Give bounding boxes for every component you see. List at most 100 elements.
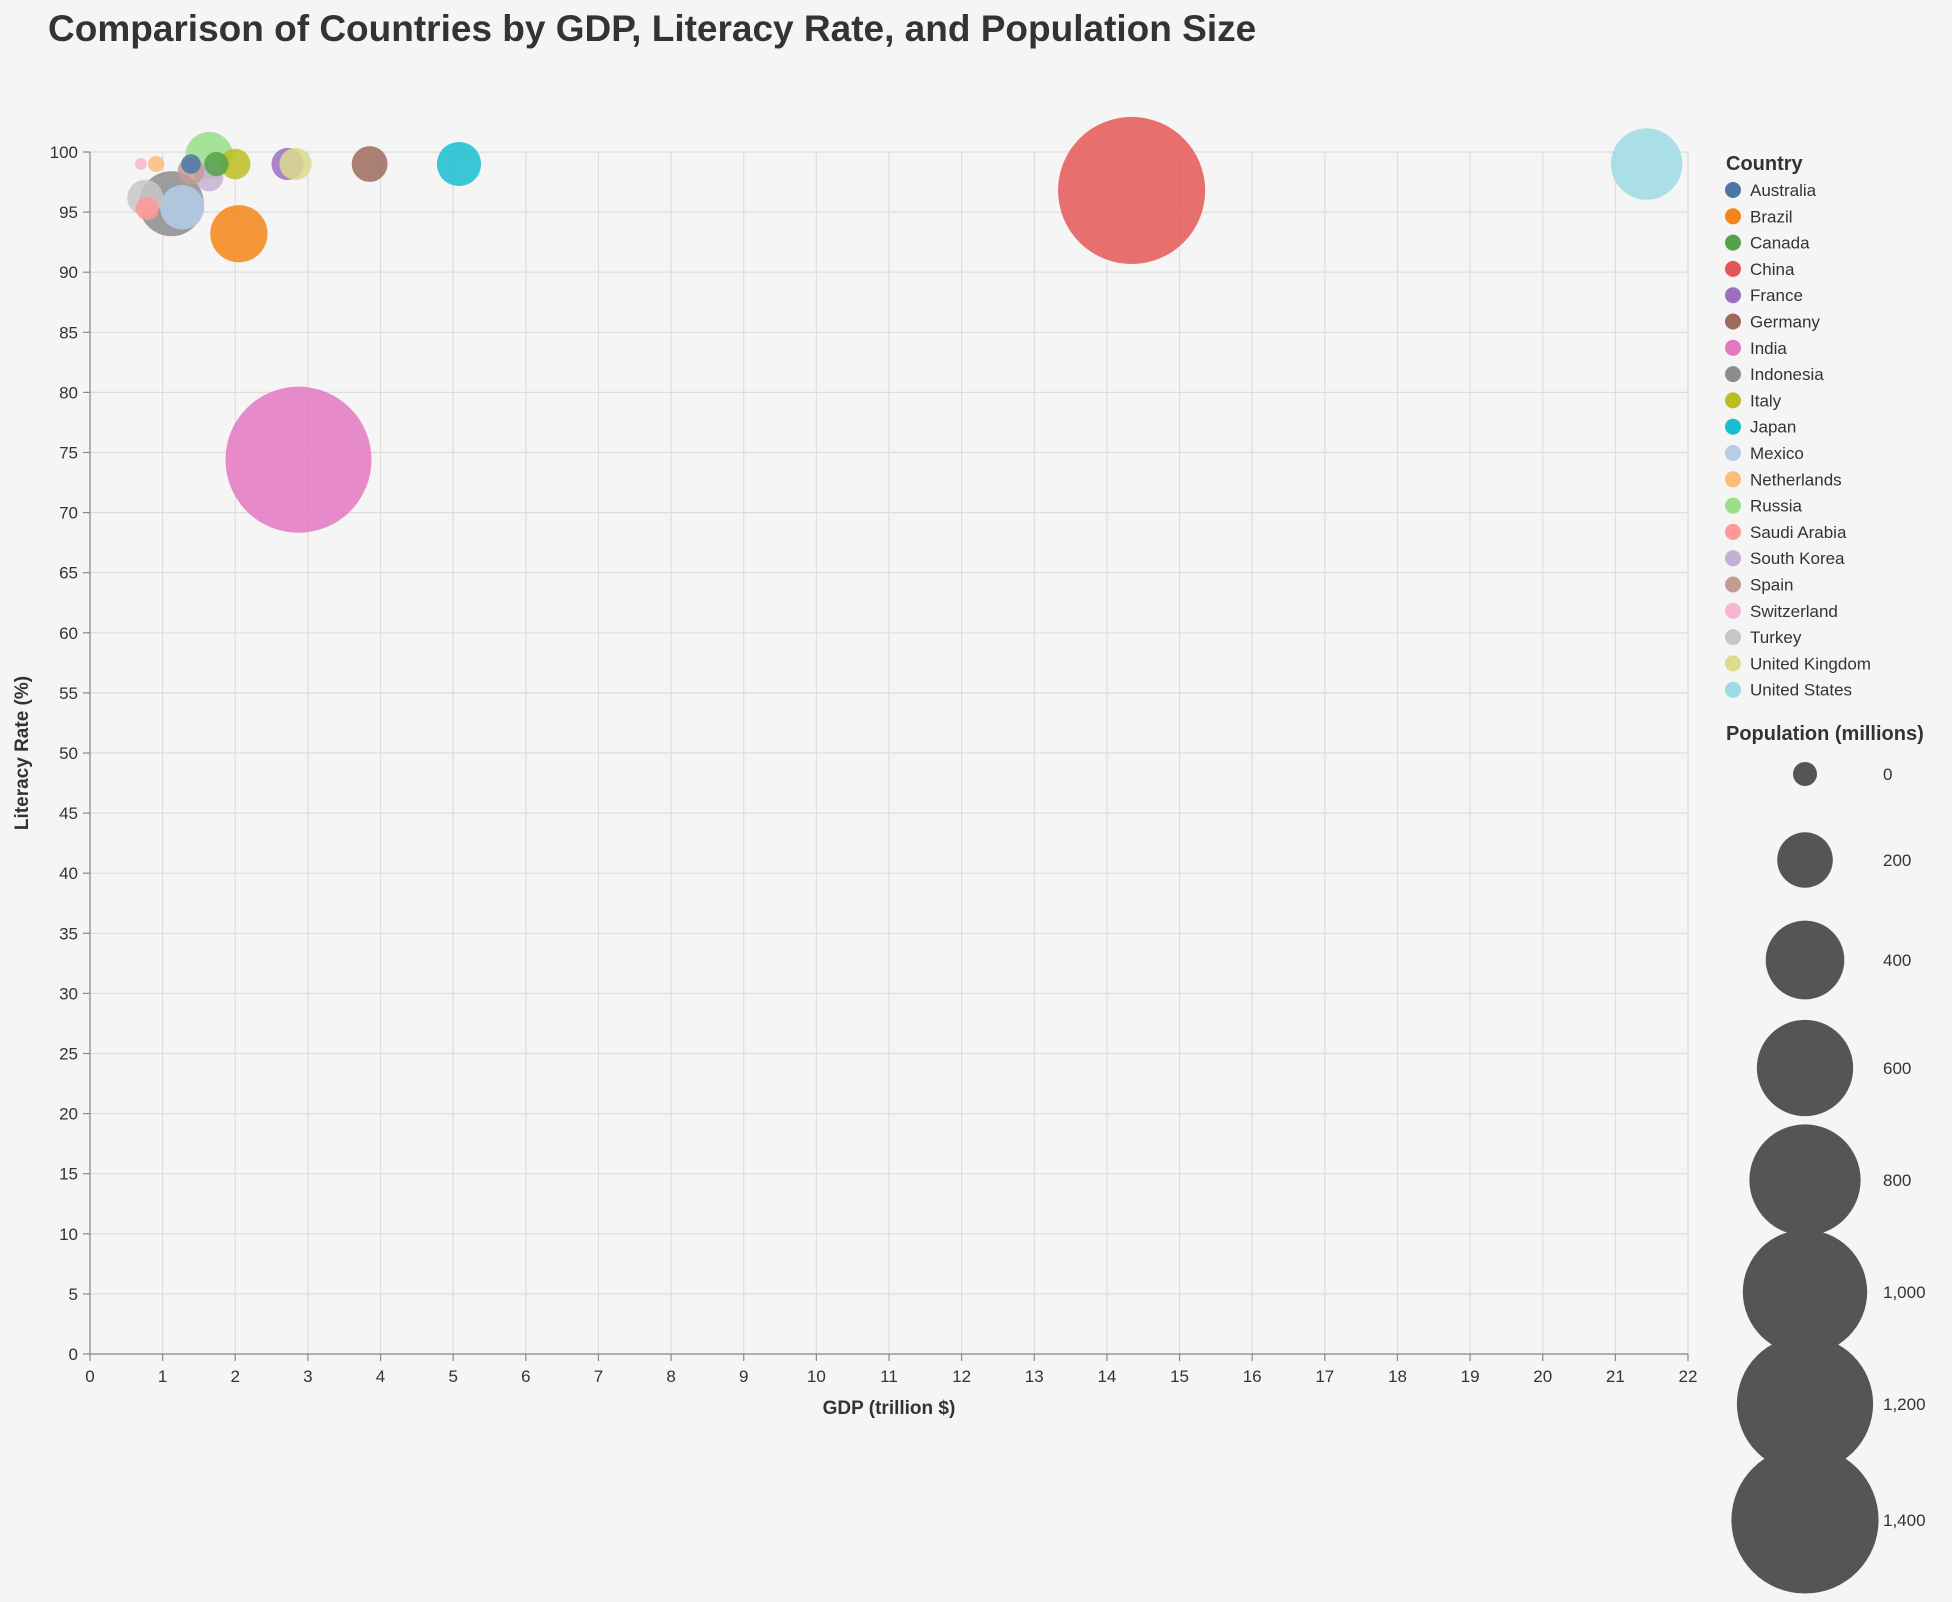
x-tick-label: 12 xyxy=(952,1367,971,1386)
bubble-japan[interactable] xyxy=(436,141,482,187)
bubble-united-states[interactable] xyxy=(1610,128,1683,200)
legend-swatch xyxy=(1725,234,1741,251)
legend-label: Russia xyxy=(1750,497,1803,516)
legend-label: Indonesia xyxy=(1750,365,1824,384)
y-tick-label: 40 xyxy=(59,864,78,883)
size-legend-circle xyxy=(1749,1124,1861,1236)
x-tick-label: 3 xyxy=(303,1367,312,1386)
x-tick-label: 14 xyxy=(1097,1367,1116,1386)
y-tick-label: 0 xyxy=(69,1345,78,1364)
x-tick-label: 13 xyxy=(1025,1367,1044,1386)
y-tick-label: 100 xyxy=(50,143,78,162)
size-legend-circle xyxy=(1736,1335,1874,1473)
size-legend-circle xyxy=(1731,1446,1879,1594)
legend-label: China xyxy=(1750,260,1795,279)
legend-swatch xyxy=(1725,445,1741,461)
y-tick-label: 60 xyxy=(59,624,78,643)
x-tick-label: 2 xyxy=(231,1367,240,1386)
y-tick-label: 25 xyxy=(59,1045,78,1064)
legend-label: Saudi Arabia xyxy=(1750,523,1847,542)
legend-swatch xyxy=(1725,629,1741,646)
y-tick-label: 70 xyxy=(59,504,78,523)
chart-title: Comparison of Countries by GDP, Literacy… xyxy=(48,8,1257,49)
y-tick-label: 50 xyxy=(59,744,78,763)
legend-label: Australia xyxy=(1750,181,1817,200)
legend-label: Spain xyxy=(1750,576,1793,595)
x-tick-label: 1 xyxy=(158,1367,167,1386)
bubble-canada[interactable] xyxy=(204,151,229,177)
legend-swatch xyxy=(1725,497,1741,514)
bubble-united-kingdom[interactable] xyxy=(279,147,312,181)
y-tick-label: 20 xyxy=(59,1105,78,1124)
legend-label: Germany xyxy=(1750,313,1820,332)
y-tick-label: 30 xyxy=(59,984,78,1003)
y-tick-label: 10 xyxy=(59,1225,78,1244)
legend-label: Turkey xyxy=(1750,628,1802,647)
color-legend-title: Country xyxy=(1726,153,1804,175)
size-legend-label: 0 xyxy=(1883,765,1892,784)
size-legend-circle xyxy=(1742,1229,1868,1355)
x-axis-title: GDP (trillion $) xyxy=(823,1398,956,1419)
legend-label: France xyxy=(1750,286,1803,305)
y-tick-label: 75 xyxy=(59,444,78,463)
size-legend-label: 400 xyxy=(1883,951,1911,970)
legend-swatch xyxy=(1725,313,1741,330)
color-legend-items: Australia Brazil Canada China France Germany I… xyxy=(1725,181,1871,700)
legend-swatch xyxy=(1725,576,1741,593)
x-tick-label: 0 xyxy=(85,1367,94,1386)
size-legend-title: Population (millions) xyxy=(1726,723,1924,745)
bubble-germany[interactable] xyxy=(351,146,388,182)
legend-swatch xyxy=(1725,418,1741,435)
x-tick-label: 19 xyxy=(1461,1367,1480,1386)
legend-label: United Kingdom xyxy=(1750,654,1871,673)
legend-label: Brazil xyxy=(1750,207,1793,226)
bubble-mexico[interactable] xyxy=(160,185,205,230)
y-tick-label: 65 xyxy=(59,564,78,583)
x-tick-label: 9 xyxy=(739,1367,748,1386)
x-tick-label: 7 xyxy=(594,1367,603,1386)
bubble-australia[interactable] xyxy=(181,154,201,174)
legend-swatch xyxy=(1725,471,1741,488)
size-legend-label: 800 xyxy=(1883,1171,1911,1190)
legend-label: Mexico xyxy=(1750,444,1804,463)
bubble-switzerland[interactable] xyxy=(134,158,147,170)
size-legend-label: 1,200 xyxy=(1883,1395,1926,1414)
x-tick-label: 15 xyxy=(1170,1367,1189,1386)
y-tick-label: 5 xyxy=(69,1285,78,1304)
legend-swatch xyxy=(1725,366,1741,383)
legend-swatch xyxy=(1725,550,1741,567)
size-legend-circle xyxy=(1793,762,1817,786)
size-legend-circle xyxy=(1777,832,1833,888)
bubble-china[interactable] xyxy=(1058,116,1206,265)
x-tick-label: 4 xyxy=(376,1367,385,1386)
bubble-italy[interactable] xyxy=(220,148,251,180)
legend-swatch xyxy=(1725,602,1741,619)
legend-swatch xyxy=(1725,208,1741,225)
legend-swatch xyxy=(1725,260,1741,277)
legend-swatch xyxy=(1725,339,1741,356)
legend-label: Italy xyxy=(1750,391,1782,410)
y-tick-label: 45 xyxy=(59,804,78,823)
y-tick-label: 90 xyxy=(59,263,78,282)
bubble-saudi-arabia[interactable] xyxy=(135,196,160,221)
size-legend-items: 0 200 400 600 800 1,000 1,200 1,400 xyxy=(1731,762,1926,1594)
legend-label: United States xyxy=(1750,681,1852,700)
legend-swatch xyxy=(1725,655,1741,672)
points xyxy=(127,116,1683,533)
legend-label: India xyxy=(1750,339,1787,358)
x-tick-label: 22 xyxy=(1679,1367,1698,1386)
size-legend-circle xyxy=(1756,1019,1854,1117)
legend-label: Netherlands xyxy=(1750,470,1842,489)
legend-swatch xyxy=(1725,182,1741,198)
x-tick-label: 21 xyxy=(1606,1367,1625,1386)
legend-label: Switzerland xyxy=(1750,602,1838,621)
bubble-netherlands[interactable] xyxy=(147,155,165,173)
bubble-brazil[interactable] xyxy=(210,205,268,263)
x-tick-label: 17 xyxy=(1315,1367,1334,1386)
bubble-india[interactable] xyxy=(225,386,372,533)
y-tick-label: 55 xyxy=(59,684,78,703)
x-tick-label: 18 xyxy=(1388,1367,1407,1386)
x-tick-label: 6 xyxy=(521,1367,530,1386)
legend-label: South Korea xyxy=(1750,549,1845,568)
